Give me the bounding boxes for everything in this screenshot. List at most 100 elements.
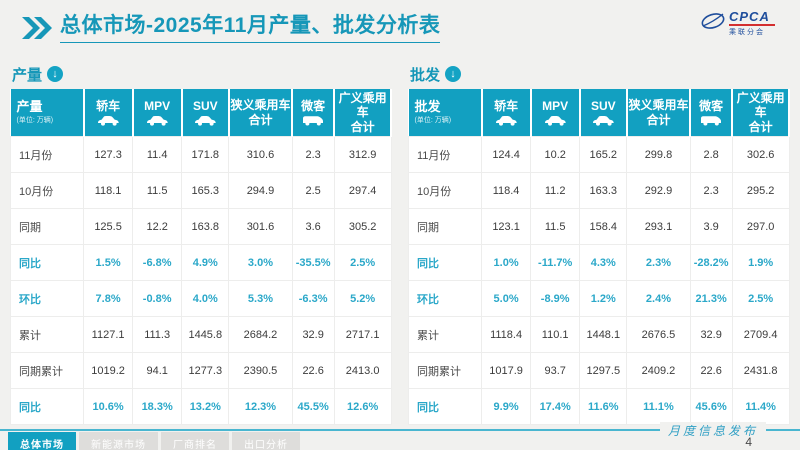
table-cell: 22.6	[689, 352, 733, 390]
table-cell: 94.1	[132, 352, 183, 390]
table-cell: 301.6	[228, 208, 293, 246]
table-cell: 2431.8	[731, 352, 790, 390]
table-row: 环比 5.0% -8.9% 1.2% 2.4% 21.3% 2.5%	[407, 280, 790, 318]
table-cell: 294.9	[228, 172, 293, 210]
column-header: 微客	[690, 89, 734, 137]
title-row: 总体市场-2025年11月产量、批发分析表	[22, 14, 441, 44]
double-chevron-icon	[22, 17, 52, 44]
table-cell: 171.8	[181, 136, 230, 174]
table-cell: 17.4%	[530, 388, 581, 426]
table-cell: 11.4	[132, 136, 183, 174]
footer-tab-新能源市场[interactable]: 新能源市场	[79, 432, 158, 450]
table-cell: -6.8%	[132, 244, 183, 282]
column-header: 狭义乘用车 合计	[228, 89, 294, 137]
footer-tab-厂商排名[interactable]: 厂商排名	[161, 432, 229, 450]
production-panel: 产量 ↓ 产量 (单位: 万辆) 轿车 MPV SUV 狭义乘用车 合计 微客 广义乘用车 合计 1…	[9, 64, 392, 426]
table-row: 10月份 118.1 11.5 165.3 294.9 2.5 297.4	[9, 172, 392, 210]
table-cell: 299.8	[626, 136, 691, 174]
car-icon	[134, 115, 180, 126]
table-row: 同比 1.0% -11.7% 4.3% 2.3% -28.2% 1.9%	[407, 244, 790, 282]
car-icon	[85, 115, 131, 126]
table-cell: 11.1%	[626, 388, 691, 426]
table-corner-cell: 批发 (单位: 万辆)	[408, 89, 483, 137]
van-icon	[691, 115, 730, 126]
row-label: 11月份	[9, 136, 85, 174]
table-cell: 18.3%	[132, 388, 183, 426]
down-arrow-circle-icon: ↓	[445, 66, 462, 82]
column-header: 微客	[292, 89, 336, 137]
table-cell: 163.8	[181, 208, 230, 246]
table-cell: 11.5	[530, 208, 581, 246]
table-cell: 2676.5	[626, 316, 691, 354]
table-cell: 125.5	[83, 208, 134, 246]
table-cell: 2.3	[689, 172, 733, 210]
table-cell: 118.1	[83, 172, 134, 210]
table-cell: 310.6	[228, 136, 293, 174]
column-header: 广义乘用车 合计	[334, 89, 392, 137]
table-cell: 1448.1	[579, 316, 628, 354]
table-cell: 165.3	[181, 172, 230, 210]
table-cell: 302.6	[731, 136, 790, 174]
row-label: 累计	[9, 316, 85, 354]
table-cell: 11.2	[530, 172, 581, 210]
table-cell: 4.9%	[181, 244, 230, 282]
section-label: 批发	[410, 66, 441, 84]
table-cell: 13.2%	[181, 388, 230, 426]
table-cell: 297.0	[731, 208, 790, 246]
table-cell: -8.9%	[530, 280, 581, 318]
table-cell: 293.1	[626, 208, 691, 246]
column-header: 广义乘用车 合计	[732, 89, 790, 137]
table-cell: 2.8	[689, 136, 733, 174]
table-cell: 2684.2	[228, 316, 293, 354]
row-label: 10月份	[9, 172, 85, 210]
table-cell: 1.9%	[731, 244, 790, 282]
table-cell: 7.8%	[83, 280, 134, 318]
table-cell: 163.3	[579, 172, 628, 210]
table-cell: 12.2	[132, 208, 183, 246]
table-cell: 2413.0	[333, 352, 392, 390]
table-cell: 45.5%	[291, 388, 335, 426]
table-cell: 11.4%	[731, 388, 790, 426]
footer-divider-line	[0, 429, 800, 431]
column-header: 狭义乘用车 合计	[626, 89, 692, 137]
footer-tab-总体市场[interactable]: 总体市场	[8, 432, 76, 450]
table-cell: 9.9%	[481, 388, 532, 426]
table-cell: 305.2	[333, 208, 392, 246]
table-cell: 1017.9	[481, 352, 532, 390]
table-cell: 111.3	[132, 316, 183, 354]
table-cell: 2717.1	[333, 316, 392, 354]
table-cell: 1.0%	[481, 244, 532, 282]
table-cell: 295.2	[731, 172, 790, 210]
row-label: 11月份	[407, 136, 483, 174]
table-cell: 124.4	[481, 136, 532, 174]
table-cell: 4.3%	[579, 244, 628, 282]
down-arrow-circle-icon: ↓	[47, 66, 64, 82]
table-cell: 1297.5	[579, 352, 628, 390]
row-label: 同比	[9, 244, 85, 282]
table-cell: 5.3%	[228, 280, 293, 318]
table-cell: 3.9	[689, 208, 733, 246]
page-number: 4	[745, 435, 752, 449]
table-cell: 1445.8	[181, 316, 230, 354]
page-title: 总体市场-2025年11月产量、批发分析表	[60, 14, 441, 44]
table-cell: 312.9	[333, 136, 392, 174]
table-cell: 2.3%	[626, 244, 691, 282]
production-table: 产量 (单位: 万辆) 轿车 MPV SUV 狭义乘用车 合计 微客 广义乘用车 合计 11月份 12…	[9, 89, 392, 426]
table-row: 同比 1.5% -6.8% 4.9% 3.0% -35.5% 2.5%	[9, 244, 392, 282]
wholesale-panel: 批发 ↓ 批发 (单位: 万辆) 轿车 MPV SUV 狭义乘用车 合计 微客 广义乘用车 合计 1…	[407, 64, 790, 426]
table-cell: 2.5%	[731, 280, 790, 318]
table-cell: 45.6%	[689, 388, 733, 426]
column-header: MPV	[132, 89, 183, 137]
row-label: 同比	[407, 388, 483, 426]
table-cell: -6.3%	[291, 280, 335, 318]
row-label: 同期	[407, 208, 483, 246]
car-icon	[581, 115, 625, 126]
table-cell: 297.4	[333, 172, 392, 210]
table-cell: 2390.5	[228, 352, 293, 390]
column-header: SUV	[181, 89, 230, 137]
footer-tab-出口分析[interactable]: 出口分析	[232, 432, 300, 450]
logo-subtext: 乘联分会	[729, 29, 765, 36]
table-cell: 5.0%	[481, 280, 532, 318]
column-header: SUV	[579, 89, 628, 137]
table-cell: 2.5%	[333, 244, 392, 282]
